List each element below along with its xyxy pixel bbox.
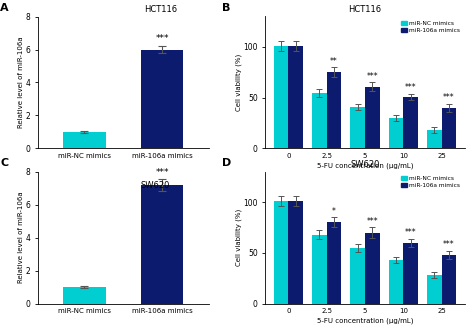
Bar (350, 248, 365, 304)
Text: ***: *** (366, 72, 378, 81)
Bar (312, 93, 327, 148)
Bar (350, 107, 365, 148)
Bar (274, 201, 288, 304)
Bar (365, 233, 380, 304)
Bar (327, 222, 341, 304)
X-axis label: 5-FU concentration (μg/mL): 5-FU concentration (μg/mL) (317, 317, 413, 324)
Text: HCT116: HCT116 (144, 5, 177, 14)
Bar (312, 235, 327, 304)
Bar (63, 287, 106, 304)
Bar (427, 275, 442, 304)
Text: D: D (222, 158, 231, 168)
Text: ***: *** (155, 34, 169, 43)
Text: **: ** (330, 57, 338, 66)
Text: ***: *** (366, 217, 378, 226)
Title: SW620: SW620 (350, 160, 380, 169)
Bar (274, 46, 288, 148)
Text: A: A (0, 3, 9, 13)
Text: ***: *** (405, 228, 416, 237)
Title: HCT116: HCT116 (348, 5, 382, 14)
Bar (427, 130, 442, 148)
Bar (141, 50, 183, 148)
Bar (389, 260, 403, 304)
Text: *: * (332, 207, 336, 216)
Text: ***: *** (155, 168, 169, 177)
Bar (403, 243, 418, 304)
Bar (442, 108, 456, 148)
Bar (288, 201, 303, 304)
Bar (327, 72, 341, 148)
Legend: miR-NC mimics, miR-106a mimics: miR-NC mimics, miR-106a mimics (400, 19, 462, 34)
X-axis label: 5-FU concentration (μg/mL): 5-FU concentration (μg/mL) (317, 162, 413, 169)
Text: B: B (222, 3, 230, 13)
Bar (288, 46, 303, 148)
Bar (63, 132, 106, 148)
Legend: miR-NC mimics, miR-106a mimics: miR-NC mimics, miR-106a mimics (400, 175, 462, 189)
Bar (442, 255, 456, 304)
Y-axis label: Relative level of miR-106a: Relative level of miR-106a (18, 192, 24, 283)
Text: ***: *** (405, 83, 416, 92)
Text: ***: *** (443, 240, 455, 249)
Y-axis label: Relative level of miR-106a: Relative level of miR-106a (18, 37, 24, 128)
Text: ***: *** (443, 93, 455, 102)
Y-axis label: Cell viability (%): Cell viability (%) (236, 54, 242, 111)
Text: SW620: SW620 (140, 181, 170, 190)
Y-axis label: Cell viability (%): Cell viability (%) (236, 209, 242, 266)
Bar (389, 118, 403, 148)
Bar (365, 86, 380, 148)
Bar (141, 185, 183, 304)
Bar (403, 97, 418, 148)
Text: C: C (0, 158, 9, 168)
